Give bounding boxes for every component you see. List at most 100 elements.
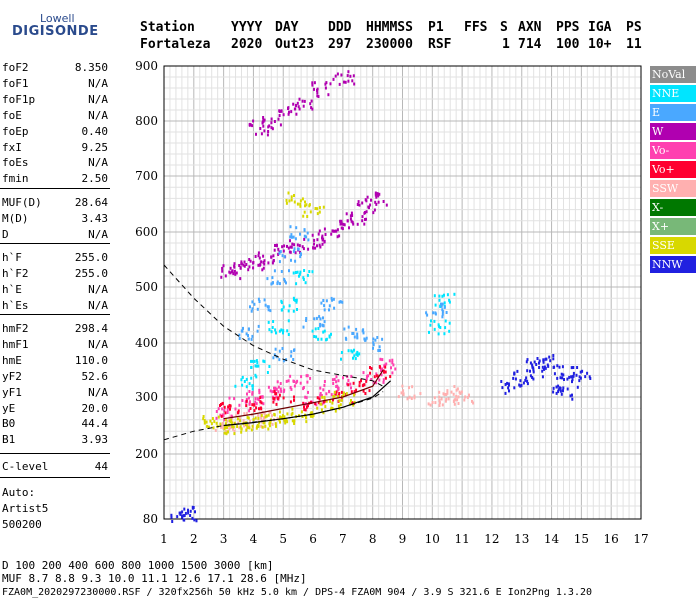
data-point — [402, 392, 405, 396]
param-key: h`E — [2, 282, 22, 296]
data-point — [283, 415, 286, 419]
data-point — [382, 380, 385, 384]
data-point — [332, 382, 335, 385]
data-point — [323, 380, 326, 383]
header-day: Out23 — [275, 37, 315, 52]
data-point — [446, 391, 449, 395]
param-value: N/A — [88, 92, 108, 106]
data-point — [211, 417, 214, 420]
param-value: 9.25 — [81, 140, 109, 154]
data-point — [347, 325, 350, 329]
data-point — [308, 270, 311, 273]
data-point — [561, 365, 564, 369]
data-point — [542, 359, 545, 363]
data-point — [361, 329, 364, 333]
data-point — [428, 330, 430, 334]
data-point — [319, 392, 322, 395]
legend-item: E — [650, 104, 696, 121]
data-point — [346, 382, 349, 386]
data-point — [300, 375, 303, 379]
data-point — [524, 378, 527, 382]
data-point — [378, 345, 381, 349]
data-point — [438, 404, 441, 407]
data-point — [235, 271, 238, 275]
data-point — [260, 260, 263, 264]
legend-item: SSE — [650, 237, 696, 254]
data-point — [247, 268, 250, 272]
data-point — [270, 126, 273, 130]
param-value: 2.50 — [81, 172, 109, 186]
trace-curve-profile-lower — [163, 391, 384, 441]
data-point — [307, 238, 310, 242]
data-point — [318, 210, 321, 214]
data-point — [290, 198, 293, 202]
data-point — [203, 419, 206, 422]
data-point — [348, 226, 350, 230]
data-point — [303, 210, 306, 214]
data-point — [316, 396, 319, 400]
data-point — [248, 400, 251, 404]
data-point — [394, 367, 397, 371]
data-point — [282, 396, 285, 400]
data-point — [284, 418, 287, 422]
data-point — [183, 514, 186, 517]
data-point — [243, 380, 246, 383]
data-point — [334, 409, 337, 413]
data-point — [274, 388, 277, 392]
data-point — [280, 109, 283, 113]
data-point — [379, 349, 381, 352]
data-point — [182, 514, 185, 518]
data-point — [305, 405, 308, 409]
data-point — [350, 219, 353, 223]
data-point — [320, 337, 323, 341]
data-point — [340, 222, 343, 226]
data-point — [267, 413, 270, 417]
data-point — [538, 361, 540, 365]
data-point — [281, 414, 284, 418]
data-point — [352, 356, 354, 360]
trace-curve-o-trace — [223, 369, 384, 420]
data-point — [285, 281, 287, 285]
data-point — [291, 419, 294, 423]
data-point — [331, 401, 334, 405]
data-point — [330, 232, 333, 236]
param-value: N/A — [88, 108, 108, 122]
data-point — [292, 358, 295, 361]
data-point — [189, 514, 192, 517]
data-point — [286, 412, 289, 416]
data-point — [228, 270, 231, 274]
data-point — [259, 127, 262, 130]
param-key: yE — [2, 401, 16, 415]
data-point — [256, 397, 259, 401]
data-point — [358, 352, 361, 356]
data-point — [240, 329, 243, 333]
data-point — [367, 205, 370, 209]
param-value: 20.0 — [81, 401, 109, 415]
data-point — [330, 407, 332, 411]
data-point — [252, 119, 255, 123]
header-p1: RSF — [428, 37, 452, 52]
y-tick-label: 300 — [135, 390, 158, 404]
data-point — [262, 119, 265, 123]
data-point — [251, 391, 254, 394]
data-point — [261, 420, 264, 424]
data-point — [272, 254, 275, 258]
data-point — [310, 99, 313, 103]
data-point — [191, 516, 194, 520]
param-key: foEp — [2, 124, 29, 138]
data-point — [328, 308, 330, 312]
data-point — [438, 395, 441, 399]
data-point — [443, 293, 445, 297]
data-point — [589, 377, 592, 380]
data-point — [189, 509, 192, 513]
data-point — [323, 320, 326, 324]
data-point — [331, 378, 334, 382]
data-point — [299, 204, 302, 208]
data-point — [370, 378, 373, 381]
data-point — [299, 255, 302, 259]
auto-label: Auto: — [2, 486, 36, 499]
data-point — [239, 266, 242, 270]
data-point — [293, 247, 296, 251]
data-point — [255, 359, 258, 363]
data-point — [353, 390, 356, 394]
